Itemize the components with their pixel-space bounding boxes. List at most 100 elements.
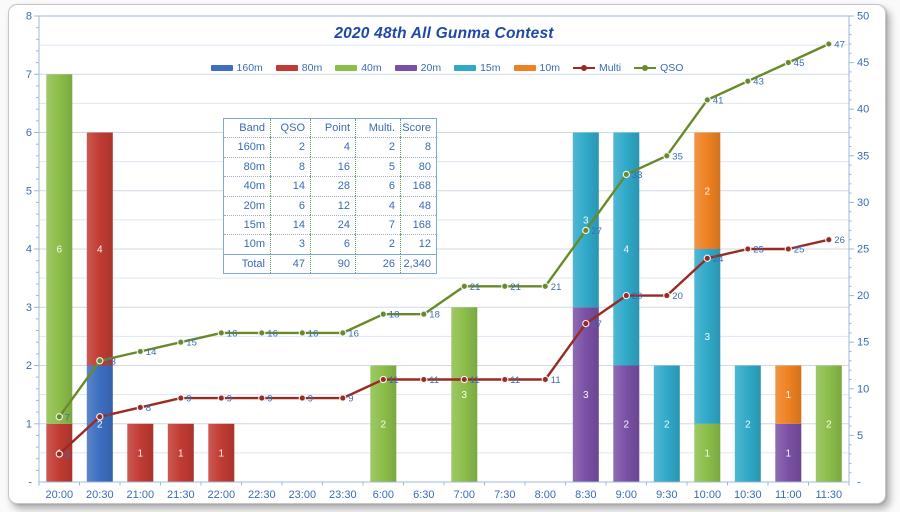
table-cell: Multi. xyxy=(355,119,400,138)
qso-point xyxy=(298,329,306,337)
table-cell: 12 xyxy=(310,195,355,216)
table-row: Total 47 90 26 2,340 xyxy=(224,253,436,274)
table-cell: 80 xyxy=(400,156,436,177)
table-cell: 3 xyxy=(270,234,310,254)
table-cell: 168 xyxy=(400,215,436,235)
x-axis-label: 20:30 xyxy=(86,489,114,501)
multi-point xyxy=(541,375,549,384)
bar-segment-80m xyxy=(127,423,154,483)
table-cell: 20m xyxy=(224,195,270,215)
x-axis-label: 9:00 xyxy=(616,489,637,501)
qso-point xyxy=(663,152,671,160)
qso-point-label: 16 xyxy=(227,328,238,339)
table-cell: 26 xyxy=(355,253,400,274)
bar-label: 2 xyxy=(705,186,711,197)
bar-label: 2 xyxy=(97,419,103,430)
left-axis-label: 1 xyxy=(26,418,32,430)
legend-swatch-bar xyxy=(513,65,536,71)
qso-point xyxy=(784,58,792,67)
qso-point xyxy=(136,347,144,356)
x-axis-label: 11:30 xyxy=(815,489,842,501)
table-row: 15m 14 24 7 168 xyxy=(224,215,436,235)
multi-point xyxy=(703,254,711,262)
table-cell: 80m xyxy=(224,156,270,176)
table-row: 40m 14 28 6 168 xyxy=(224,176,436,196)
table-cell: Score xyxy=(400,119,436,138)
multi-point xyxy=(96,413,104,421)
multi-point xyxy=(784,245,792,253)
chart-legend: 160m 80m 40m 20m 15m 10m Multi QSO xyxy=(9,62,885,74)
table-cell: 90 xyxy=(310,253,355,274)
multi-point xyxy=(258,394,266,402)
multi-point-label: 8 xyxy=(146,403,151,414)
table-cell: 168 xyxy=(400,176,436,196)
legend-item-40m: 40m xyxy=(335,62,382,74)
table-cell: 16 xyxy=(310,156,355,177)
table-cell: 2,340 xyxy=(400,253,436,274)
legend-label: 15m xyxy=(480,62,501,74)
legend-item-80m: 80m xyxy=(275,62,322,74)
x-axis-label: 6:00 xyxy=(373,489,394,501)
qso-point xyxy=(420,310,428,318)
bar-segment-10m xyxy=(775,365,802,424)
qso-point xyxy=(501,282,509,290)
bar-segment-20m xyxy=(613,365,640,482)
legend-label: QSO xyxy=(660,62,684,74)
table-cell: 6 xyxy=(270,195,310,216)
left-axis-label: 8 xyxy=(26,11,32,23)
bar-label: 4 xyxy=(97,245,103,256)
x-axis-label: 7:30 xyxy=(494,489,515,501)
legend-item-20m: 20m xyxy=(394,62,441,74)
x-axis-label: 20:00 xyxy=(46,489,74,501)
legend-label: 40m xyxy=(361,62,382,74)
bar-label: 1 xyxy=(178,448,184,459)
multi-point-label: 11 xyxy=(551,375,561,386)
table-cell: Point xyxy=(310,119,355,138)
x-axis-label: 21:30 xyxy=(167,489,195,501)
table-row: 10m 3 6 2 12 xyxy=(224,234,436,254)
multi-point xyxy=(460,375,468,384)
left-axis-label: 4 xyxy=(26,244,32,256)
x-axis-label: 23:30 xyxy=(329,489,357,501)
qso-point xyxy=(744,77,752,85)
legend-swatch-bar xyxy=(454,65,477,71)
table-header-row: Band QSO Point Multi. Score xyxy=(224,119,436,138)
multi-point-label: 26 xyxy=(834,235,845,246)
left-axis-label: 3 xyxy=(26,302,32,314)
bar-segment-15m xyxy=(694,249,721,424)
qso-point xyxy=(55,413,63,421)
qso-point-label: 16 xyxy=(308,328,319,339)
chart-title: 2020 48th All Gunma Contest xyxy=(334,25,554,42)
qso-point-label: 41 xyxy=(713,95,724,106)
bar-label: 2 xyxy=(826,419,832,430)
x-axis-label: 9:30 xyxy=(656,489,677,501)
legend-label: 10m xyxy=(539,62,560,74)
bar-label: 3 xyxy=(705,332,711,343)
bar-label: 1 xyxy=(786,448,792,459)
legend-swatch-line xyxy=(634,64,657,71)
table-cell: 24 xyxy=(310,215,355,235)
qso-point-label: 27 xyxy=(591,226,602,237)
bar-label: 1 xyxy=(786,390,792,401)
qso-point-label: 18 xyxy=(389,310,400,321)
legend-swatch-bar xyxy=(275,65,298,71)
legend-label: 160m xyxy=(236,62,263,74)
legend-item-15m: 15m xyxy=(454,62,501,74)
table-row: 160m 2 4 2 8 xyxy=(224,137,436,157)
qso-point-label: 47 xyxy=(834,40,845,51)
right-axis-label: 25 xyxy=(857,244,869,256)
summary-table: Band QSO Point Multi. Score 160m 2 4 2 8 80m 8 16 5 80… xyxy=(223,118,437,275)
left-axis-label: 5 xyxy=(26,185,32,197)
right-axis-label: 40 xyxy=(857,104,869,116)
qso-point xyxy=(582,226,590,235)
multi-point-label: 9 xyxy=(227,394,232,405)
bar-segment-40m xyxy=(694,423,721,483)
x-axis-label: 6:30 xyxy=(413,489,434,501)
table-cell: 15m xyxy=(224,215,270,234)
multi-line xyxy=(58,238,830,455)
bar-segment-15m xyxy=(734,365,761,482)
bar-label: 4 xyxy=(624,245,630,256)
right-axis-label: 10 xyxy=(857,383,869,395)
qso-point-label: 21 xyxy=(551,282,562,293)
multi-point-label: 9 xyxy=(186,394,191,405)
